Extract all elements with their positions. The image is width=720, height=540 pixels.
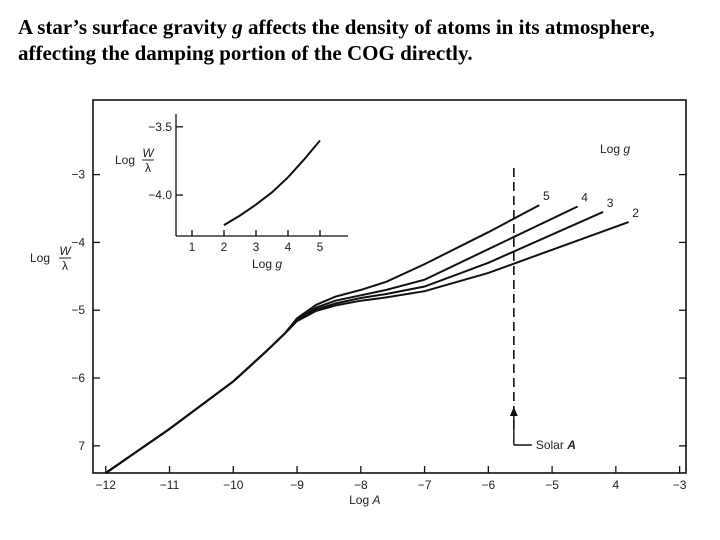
slide-title: A star’s surface gravity g affects the d… bbox=[18, 14, 708, 66]
x-tick-label: −7 bbox=[418, 478, 432, 492]
title-part-0: A star’s surface gravity bbox=[18, 15, 233, 39]
inset-x-tick-label: 5 bbox=[317, 240, 324, 254]
x-tick-label: −12 bbox=[96, 478, 117, 492]
solar-a-label: Solar A bbox=[536, 438, 576, 452]
series-label-2: 2 bbox=[632, 206, 639, 220]
y-axis-label-denominator: λ bbox=[62, 259, 68, 273]
x-tick-label: −3 bbox=[673, 478, 687, 492]
inset-x-axis-label: Log g bbox=[252, 257, 282, 271]
inset-y-axis-label-numerator: W bbox=[142, 146, 155, 160]
y-tick-label: −4 bbox=[71, 235, 85, 249]
x-tick-label: −9 bbox=[290, 478, 304, 492]
title-part-1: g bbox=[232, 15, 243, 39]
inset-x-tick-label: 3 bbox=[253, 240, 260, 254]
main-plot-frame bbox=[92, 99, 687, 474]
series-line-4 bbox=[105, 205, 579, 474]
x-tick-label: −10 bbox=[223, 478, 244, 492]
series-label-3: 3 bbox=[607, 196, 614, 210]
y-tick-label: −3 bbox=[71, 168, 85, 182]
y-tick-label: −5 bbox=[71, 303, 85, 317]
y-axis-label-numerator: W bbox=[59, 244, 72, 258]
y-axis-label: Log bbox=[30, 251, 50, 265]
series-line-2 bbox=[105, 221, 629, 474]
inset-y-tick-label: −4.0 bbox=[148, 188, 172, 202]
solar-a-arrowhead bbox=[509, 407, 518, 416]
inset-x-tick-label: 4 bbox=[285, 240, 292, 254]
series-line-3 bbox=[105, 210, 604, 474]
inset-series-line bbox=[223, 139, 321, 226]
inset-y-axis-label: Log bbox=[115, 153, 135, 167]
inset-x-axis-label-var: g bbox=[275, 257, 282, 271]
x-tick-label: −11 bbox=[160, 478, 180, 492]
inset-x-tick-label: 1 bbox=[189, 240, 196, 254]
x-tick-label: −8 bbox=[354, 478, 368, 492]
inset-background bbox=[176, 106, 348, 236]
title-part-2: affects the density of atoms in its atmo… bbox=[18, 15, 655, 65]
x-axis-label: Log A bbox=[349, 493, 380, 507]
series-label-4: 4 bbox=[581, 190, 588, 204]
x-axis-label-var: A bbox=[371, 493, 380, 507]
x-tick-label: 4 bbox=[613, 478, 620, 492]
solar-a-label-var: A bbox=[566, 438, 576, 452]
x-tick-label: −6 bbox=[481, 478, 495, 492]
legend-title: Log g bbox=[600, 142, 630, 156]
series-label-5: 5 bbox=[543, 189, 550, 203]
inset-plot-layer: 1 2 3 4 5 −3.5 −4.0 Log g Log Wλ bbox=[115, 114, 348, 271]
legend-title-var: g bbox=[623, 142, 630, 156]
inset-x-tick-label: 2 bbox=[221, 240, 228, 254]
x-tick-label: −5 bbox=[545, 478, 559, 492]
inset-y-axis-label-denominator: λ bbox=[145, 161, 151, 175]
inset-y-tick-label: −3.5 bbox=[148, 120, 172, 134]
y-tick-label: −6 bbox=[71, 371, 85, 385]
main-plot-layer: −12 −11 −10 −9 −8 −7 −6 −5 4 −3 −3 −4 −5 −6 7 Log A Log W… bbox=[30, 142, 687, 507]
y-tick-label: 7 bbox=[78, 439, 85, 453]
